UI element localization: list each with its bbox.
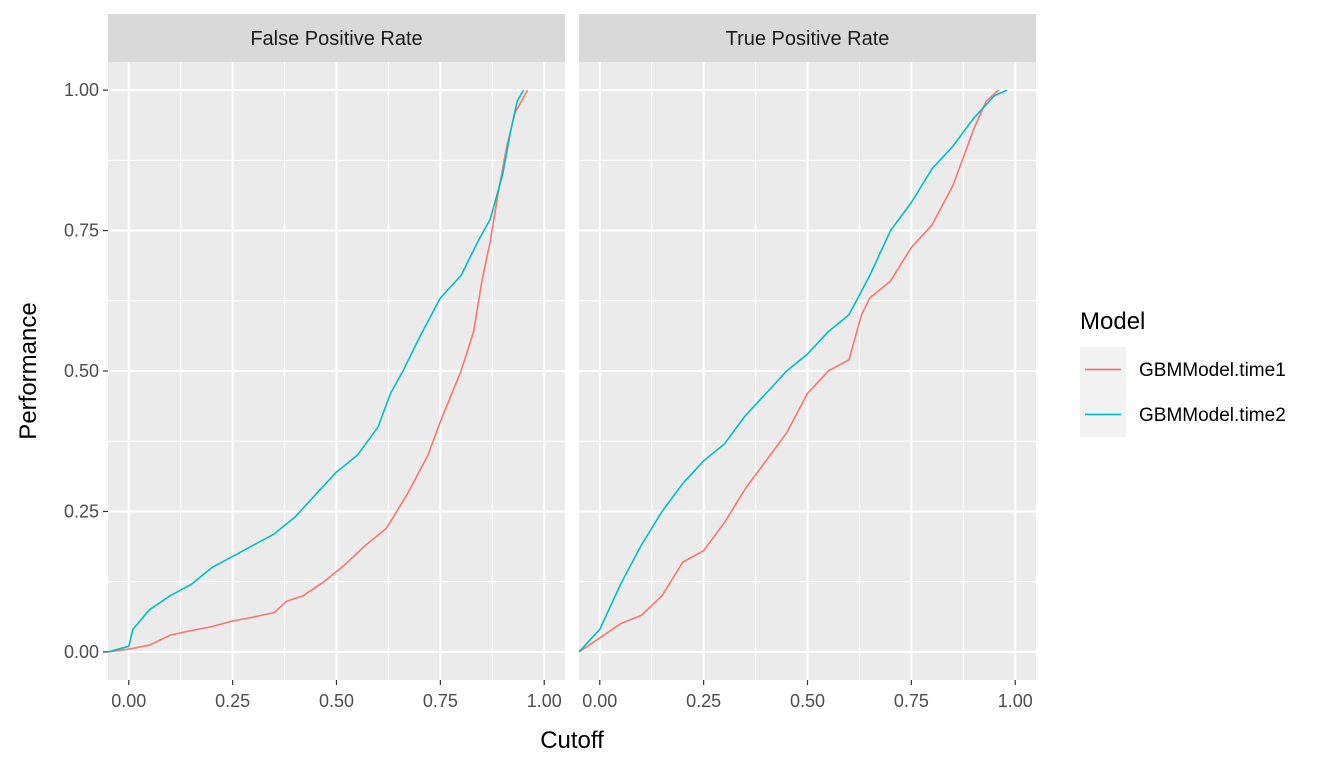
- x-tick-label: 0.50: [790, 691, 825, 711]
- x-tick-label: 1.00: [998, 691, 1033, 711]
- legend-item: GBMModel.time2: [1080, 392, 1286, 437]
- y-tick-label: 0.75: [64, 221, 99, 241]
- x-axis-title: Cutoff: [540, 727, 604, 754]
- facet-strip-label: True Positive Rate: [726, 28, 890, 50]
- facet-strip-label: False Positive Rate: [250, 28, 422, 50]
- facet-panel-1: False Positive Rate 0.00 0.25 0.50 0.75 1.00 0…: [64, 14, 565, 711]
- y-tick-label: 0.50: [64, 361, 99, 381]
- facet-panel-2: True Positive Rate 0.00 0.25 0.50 0.75 1.00: [578, 14, 1036, 711]
- x-tick-label: 0.75: [423, 691, 458, 711]
- series-line-GBMModel-time2: [578, 89, 1008, 653]
- x-tick-label: 1.00: [527, 691, 562, 711]
- series-line-GBMModel-time2: [107, 89, 525, 653]
- x-tick-label: 0.00: [582, 691, 617, 711]
- y-tick-label: 1.00: [64, 80, 99, 100]
- legend-item: GBMModel.time1: [1080, 347, 1286, 392]
- y-tick-label: 0.25: [64, 501, 99, 521]
- facet-strip-bg: [108, 14, 565, 62]
- series-line-GBMModel-time1: [578, 89, 1000, 653]
- x-tick-label: 0.50: [319, 691, 354, 711]
- x-tick-label: 0.25: [215, 691, 250, 711]
- y-axis-title: Performance: [15, 302, 42, 439]
- x-tick-label: 0.75: [894, 691, 929, 711]
- y-tick-label: 0.00: [64, 642, 99, 662]
- legend-items: GBMModel.time1 GBMModel.time2: [1080, 347, 1286, 437]
- series-line-GBMModel-time1: [107, 89, 529, 653]
- legend-title: Model: [1080, 308, 1145, 335]
- legend: Model GBMModel.time1 GBMModel.time2: [1080, 308, 1286, 437]
- x-tick-label: 0.00: [111, 691, 146, 711]
- facet-strip-bg: [579, 14, 1036, 62]
- x-tick-label: 0.25: [686, 691, 721, 711]
- panels-layer: False Positive Rate 0.00 0.25 0.50 0.75 1.00 0…: [64, 14, 1036, 711]
- legend-label: GBMModel.time2: [1139, 405, 1286, 426]
- legend-label: GBMModel.time1: [1139, 360, 1286, 381]
